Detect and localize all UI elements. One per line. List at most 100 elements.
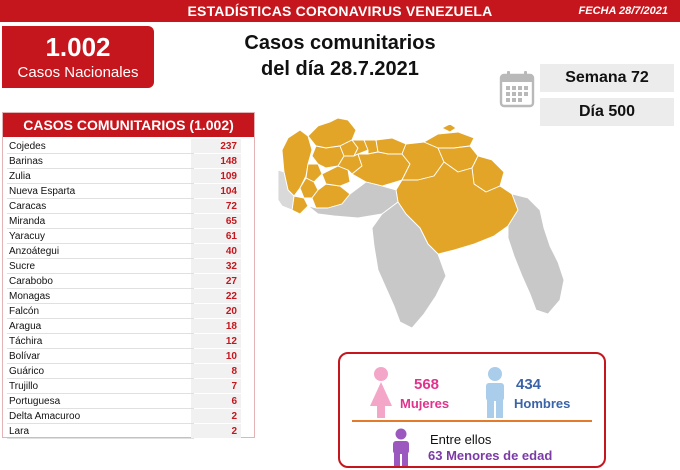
map-region-nueva-esparta xyxy=(441,123,457,133)
case-count: 12 xyxy=(225,336,237,347)
state-name: Caracas xyxy=(9,201,47,212)
table-row: Monagas 22 xyxy=(7,289,250,304)
row-rule xyxy=(7,258,194,259)
table-row: Caracas 72 xyxy=(7,199,250,214)
state-name: Nueva Esparta xyxy=(9,186,76,197)
value-cell: 6 xyxy=(191,394,241,408)
state-name: Cojedes xyxy=(9,141,46,152)
state-name: Sucre xyxy=(9,261,36,272)
row-rule xyxy=(7,318,194,319)
map-region-sucre xyxy=(423,131,475,149)
row-rule xyxy=(7,228,194,229)
table-row: Miranda 65 xyxy=(7,214,250,229)
case-count: 32 xyxy=(225,261,237,272)
headline-line-1: Casos comunitarios xyxy=(244,32,436,54)
table-row: Yaracuy 61 xyxy=(7,229,250,244)
row-rule xyxy=(7,213,194,214)
state-name: Falcón xyxy=(9,306,40,317)
minors-count: 63 Menores de edad xyxy=(428,448,553,463)
table-row: Zulia 109 xyxy=(7,169,250,184)
map-region-tachira xyxy=(291,195,309,215)
case-count: 7 xyxy=(231,381,237,392)
map-unaffected-regions xyxy=(278,169,565,329)
men-count: 434 xyxy=(516,376,542,393)
table-row: Lara 2 xyxy=(7,424,250,439)
national-cases-count: 1.002 xyxy=(45,32,111,62)
table-row: Delta Amacuroo 2 xyxy=(7,409,250,424)
state-name: Yaracuy xyxy=(9,231,45,242)
table-row: Trujillo 7 xyxy=(7,379,250,394)
national-cases-box: 1.002 Casos Nacionales xyxy=(2,26,154,88)
case-count: 72 xyxy=(225,201,237,212)
map-region-apure xyxy=(307,181,399,219)
table-row: Bolívar 10 xyxy=(7,349,250,364)
men-label: Hombres xyxy=(514,396,571,411)
week-counter: Semana 72 xyxy=(540,64,674,92)
value-cell: 148 xyxy=(191,154,241,168)
state-name: Bolívar xyxy=(9,351,41,362)
value-cell: 2 xyxy=(191,424,241,438)
state-name: Zulia xyxy=(9,171,31,182)
state-name: Monagas xyxy=(9,291,51,302)
value-cell: 22 xyxy=(191,289,241,303)
case-count: 61 xyxy=(225,231,237,242)
case-count: 40 xyxy=(225,246,237,257)
state-name: Barinas xyxy=(9,156,43,167)
value-cell: 109 xyxy=(191,169,241,183)
table-row: Nueva Esparta 104 xyxy=(7,184,250,199)
top-banner: ESTADÍSTICAS CORONAVIRUS VENEZUELA FECHA… xyxy=(0,0,680,22)
row-rule xyxy=(7,363,194,364)
row-rule xyxy=(7,288,194,289)
state-name: Lara xyxy=(9,426,30,437)
state-name: Miranda xyxy=(9,216,46,227)
panel-divider xyxy=(352,420,592,422)
table-row: Sucre 32 xyxy=(7,259,250,274)
table-row: Falcón 20 xyxy=(7,304,250,319)
calendar-icon xyxy=(499,71,535,108)
row-rule xyxy=(7,438,194,439)
row-rule xyxy=(7,243,194,244)
case-count: 148 xyxy=(220,156,237,167)
child-icon xyxy=(393,428,409,466)
value-cell: 32 xyxy=(191,259,241,273)
case-count: 8 xyxy=(231,366,237,377)
day-counter: Día 500 xyxy=(540,98,674,126)
row-rule xyxy=(7,273,194,274)
table-row: Barinas 148 xyxy=(7,154,250,169)
case-count: 18 xyxy=(225,321,237,332)
value-cell: 65 xyxy=(191,214,241,228)
case-count: 22 xyxy=(225,291,237,302)
case-count: 109 xyxy=(220,171,237,182)
table-row: Anzoátegui 40 xyxy=(7,244,250,259)
case-count: 2 xyxy=(231,426,237,437)
map-affected-regions xyxy=(281,117,519,255)
map-region-amazonas xyxy=(371,201,447,329)
table-row: Táchira 12 xyxy=(7,334,250,349)
row-rule xyxy=(7,183,194,184)
value-cell: 72 xyxy=(191,199,241,213)
case-count: 2 xyxy=(231,411,237,422)
row-rule xyxy=(7,408,194,409)
man-icon xyxy=(486,367,504,418)
value-cell: 61 xyxy=(191,229,241,243)
table-title: CASOS COMUNITARIOS (1.002) xyxy=(3,113,254,137)
row-rule xyxy=(7,198,194,199)
women-label: Mujeres xyxy=(400,396,450,411)
value-cell: 237 xyxy=(191,139,241,153)
map-region-caracas-miranda xyxy=(375,137,407,155)
value-cell: 27 xyxy=(191,274,241,288)
value-cell: 2 xyxy=(191,409,241,423)
value-cell: 20 xyxy=(191,304,241,318)
state-name: Portuguesa xyxy=(9,396,61,407)
map-region-guayana-esequiba xyxy=(507,193,565,315)
map-region-colombia-edge xyxy=(278,169,295,211)
map-region-trujillo xyxy=(305,163,323,183)
value-cell: 40 xyxy=(191,244,241,258)
row-rule xyxy=(7,168,194,169)
row-rule xyxy=(7,303,194,304)
state-name: Táchira xyxy=(9,336,43,347)
table-row: Aragua 18 xyxy=(7,319,250,334)
row-rule xyxy=(7,378,194,379)
case-count: 237 xyxy=(220,141,237,152)
value-cell: 7 xyxy=(191,379,241,393)
